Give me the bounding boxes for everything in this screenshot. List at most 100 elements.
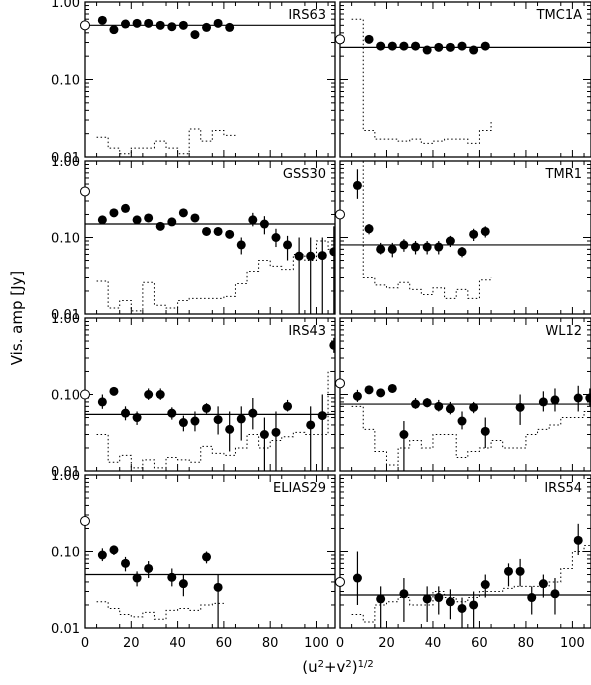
panel-tmr1: TMR1 — [335, 160, 591, 315]
data-point — [248, 215, 258, 225]
data-point — [376, 594, 386, 604]
data-point — [144, 563, 154, 573]
x-axis-label: (u2+v2)1/2 — [302, 658, 374, 676]
panel-plot-area — [340, 18, 591, 144]
data-point — [457, 247, 467, 257]
x-tick-label: 100 — [560, 636, 585, 651]
panel-irs43: 0.01 0.10 1.00 IRS43 — [51, 312, 336, 480]
zero-spacing-point — [80, 20, 90, 31]
data-point — [352, 391, 362, 401]
panel-name-label: TMR1 — [545, 167, 582, 182]
data-point — [445, 236, 455, 246]
x-tick-label: 60 — [471, 636, 488, 651]
noise-curve — [96, 128, 236, 155]
data-point — [155, 20, 165, 30]
data-point — [364, 34, 374, 44]
x-tick-label: 0 — [81, 636, 89, 651]
data-point — [515, 566, 525, 576]
data-point — [376, 244, 386, 254]
y-tick-label: 0.01 — [51, 465, 80, 480]
panel-name-label: IRS43 — [288, 324, 326, 339]
panel-gss30: 0.01 0.10 1.00 GSS30 — [51, 155, 336, 323]
x-tick-label: 20 — [378, 636, 395, 651]
data-point — [202, 552, 212, 562]
panel-irs63: 0.01 0.10 1.00 IRS63 — [51, 0, 336, 166]
data-point — [109, 545, 119, 555]
data-point — [422, 594, 432, 604]
y-tick-label: 0.01 — [51, 308, 80, 323]
noise-curve — [96, 601, 224, 620]
data-point — [167, 22, 177, 32]
x-tick-label: 20 — [123, 636, 140, 651]
panel-plot-area — [85, 337, 335, 471]
zero-spacing-point — [80, 389, 90, 400]
data-point — [190, 416, 200, 426]
data-point — [306, 420, 316, 430]
data-point — [190, 213, 200, 223]
data-point — [190, 30, 200, 40]
data-point — [364, 224, 374, 234]
data-point — [469, 600, 479, 610]
data-point — [283, 401, 293, 411]
data-point — [213, 415, 223, 425]
x-tick-label: 100 — [304, 636, 329, 651]
data-point — [121, 19, 131, 29]
panel-frame — [339, 1, 591, 158]
data-point — [399, 589, 409, 599]
panel-name-label: IRS63 — [288, 8, 326, 23]
panel-plot-area — [85, 15, 335, 155]
data-point — [480, 580, 490, 590]
data-point — [248, 408, 258, 418]
data-point — [387, 244, 397, 254]
zero-spacing-point — [335, 34, 345, 45]
data-point — [144, 18, 154, 28]
data-point — [259, 219, 269, 229]
data-point — [109, 25, 119, 35]
y-axis-label: Vis. amp [Jy] — [8, 271, 26, 366]
y-tick-label: 0.10 — [51, 232, 80, 247]
y-tick-label: 0.10 — [51, 546, 80, 561]
panel-name-label: WL12 — [545, 324, 582, 339]
data-point — [434, 593, 444, 603]
data-point — [434, 401, 444, 411]
data-point — [364, 385, 374, 395]
x-axis-label-base: (u — [302, 658, 317, 676]
data-point — [132, 215, 142, 225]
x-axis-label-sup-u: 2 — [318, 659, 324, 670]
data-point — [121, 203, 131, 213]
data-point — [399, 240, 409, 250]
noise-curve — [96, 370, 335, 469]
data-point — [445, 404, 455, 414]
data-point — [109, 208, 119, 218]
data-point — [236, 414, 246, 424]
noise-curve — [351, 18, 492, 144]
data-point — [411, 41, 421, 51]
data-point — [109, 386, 119, 396]
data-point — [538, 579, 548, 589]
panel-elias29: 0.01 0.10 1.00 0 20 40 60 80 100 ELIAS29 — [51, 469, 336, 651]
data-point — [480, 426, 490, 436]
x-tick-label: 40 — [425, 636, 442, 651]
x-axis-label-sup-v: 2 — [345, 659, 351, 670]
x-tick-label: 80 — [262, 636, 279, 651]
y-tick-label: 0.10 — [51, 389, 80, 404]
x-tick-label: 80 — [518, 636, 535, 651]
data-point — [399, 41, 409, 51]
data-point — [236, 240, 246, 250]
data-point — [503, 566, 513, 576]
data-point — [225, 22, 235, 32]
panel-name-label: ELIAS29 — [273, 481, 326, 496]
data-point — [283, 240, 293, 250]
panel-frame — [339, 474, 591, 629]
x-tick-label: 60 — [216, 636, 233, 651]
data-point — [480, 226, 490, 236]
zero-spacing-point — [335, 209, 345, 220]
data-point — [213, 582, 223, 592]
data-point — [585, 393, 591, 403]
panel-frame — [84, 474, 336, 629]
data-point — [259, 430, 269, 440]
panel-irs54: 0 20 40 60 80 100 IRS54 — [335, 474, 591, 651]
noise-curve — [351, 544, 591, 623]
x-tick-label: 0 — [336, 636, 344, 651]
data-point — [422, 398, 432, 408]
